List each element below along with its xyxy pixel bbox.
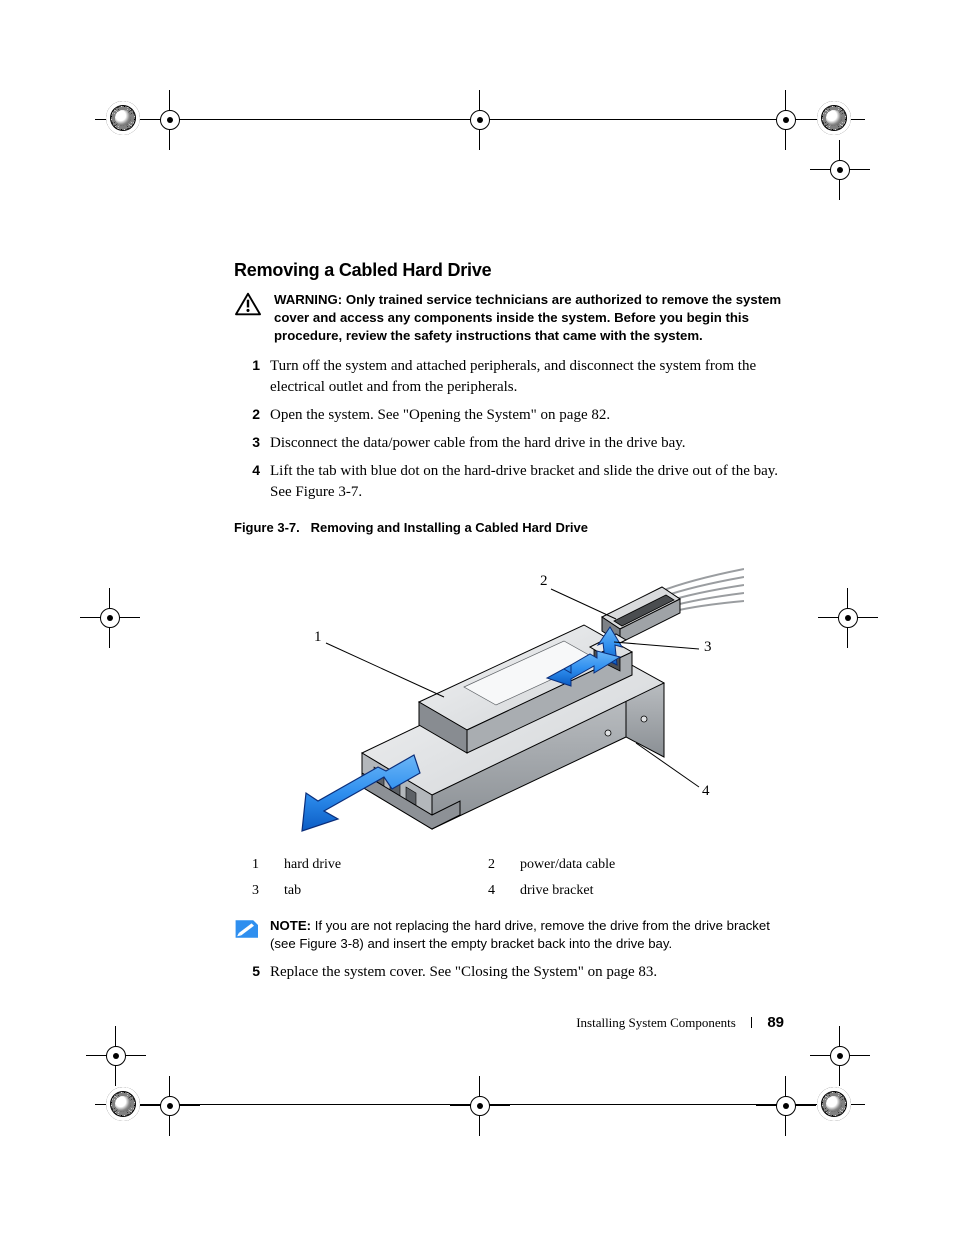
registration-mark-icon (450, 90, 510, 150)
registration-mark-icon (140, 1076, 200, 1136)
note-text: NOTE: If you are not replacing the hard … (270, 917, 794, 954)
figure-caption-label: Figure 3-7. (234, 520, 300, 535)
printer-knurl-icon (106, 1087, 140, 1121)
registration-mark-icon (810, 1026, 870, 1086)
note-pencil-icon (234, 918, 258, 940)
step-text: Replace the system cover. See "Closing t… (270, 964, 657, 980)
callout-2: 2 (540, 573, 548, 590)
content-area: Removing a Cabled Hard Drive WARNING: On… (234, 260, 794, 996)
legend-number: 2 (488, 857, 506, 873)
step-number: 1 (240, 356, 260, 375)
legend-label: drive bracket (520, 883, 710, 899)
step-number: 4 (240, 461, 260, 480)
legend-number: 3 (252, 883, 270, 899)
step-number: 5 (240, 962, 260, 981)
figure-legend: 1 hard drive 2 power/data cable 3 tab 4 drive b… (252, 857, 794, 899)
warning-triangle-icon (234, 292, 262, 316)
figure-caption-text: Removing and Installing a Cabled Hard Dr… (311, 520, 588, 535)
step-item: 5 Replace the system cover. See "Closing … (234, 962, 794, 982)
registration-mark-icon (86, 1026, 146, 1086)
step-text: Open the system. See "Opening the System… (270, 407, 610, 423)
callout-3: 3 (704, 639, 712, 656)
note-body: If you are not replacing the hard drive,… (270, 918, 770, 951)
legend-number: 1 (252, 857, 270, 873)
step-item: 3 Disconnect the data/power cable from th… (234, 433, 794, 453)
warning-lead: WARNING: (274, 292, 342, 307)
step-item: 4 Lift the tab with blue dot on the hard-… (234, 461, 794, 502)
registration-mark-icon (818, 588, 878, 648)
printer-knurl-icon (817, 1087, 851, 1121)
legend-label: power/data cable (520, 857, 710, 873)
registration-mark-icon (80, 588, 140, 648)
step-item: 1 Turn off the system and attached periph… (234, 356, 794, 397)
legend-number: 4 (488, 883, 506, 899)
footer-separator (751, 1017, 752, 1028)
step-text: Disconnect the data/power cable from the… (270, 435, 686, 451)
legend-label: hard drive (284, 857, 474, 873)
figure-caption: Figure 3-7. Removing and Installing a Ca… (234, 520, 794, 535)
hard-drive-illustration (264, 547, 744, 837)
warning-body: Only trained service technicians are aut… (274, 292, 781, 343)
step-number: 2 (240, 405, 260, 424)
registration-mark-icon (140, 90, 200, 150)
printer-knurl-icon (106, 101, 140, 135)
step-list-continued: 5 Replace the system cover. See "Closing … (234, 962, 794, 982)
registration-mark-icon (450, 1076, 510, 1136)
note-lead: NOTE: (270, 918, 311, 933)
warning-text: WARNING: Only trained service technician… (274, 291, 794, 344)
printer-knurl-icon (817, 101, 851, 135)
step-text: Lift the tab with blue dot on the hard-d… (270, 463, 778, 499)
warning-block: WARNING: Only trained service technician… (234, 291, 794, 344)
section-heading: Removing a Cabled Hard Drive (234, 260, 794, 281)
step-number: 3 (240, 433, 260, 452)
figure-drawing: 1 2 3 4 (264, 547, 744, 837)
page: Removing a Cabled Hard Drive WARNING: On… (0, 0, 954, 1235)
step-list: 1 Turn off the system and attached periph… (234, 356, 794, 502)
note-block: NOTE: If you are not replacing the hard … (234, 917, 794, 954)
registration-mark-icon (756, 90, 816, 150)
callout-1: 1 (314, 629, 322, 646)
footer-page-number: 89 (767, 1014, 784, 1031)
step-item: 2 Open the system. See "Opening the Syste… (234, 405, 794, 425)
callout-4: 4 (702, 783, 710, 800)
legend-label: tab (284, 883, 474, 899)
footer-section: Installing System Components (576, 1015, 736, 1030)
step-text: Turn off the system and attached periphe… (270, 358, 756, 394)
registration-mark-icon (756, 1076, 816, 1136)
registration-mark-icon (810, 140, 870, 200)
page-footer: Installing System Components 89 (0, 1014, 954, 1031)
